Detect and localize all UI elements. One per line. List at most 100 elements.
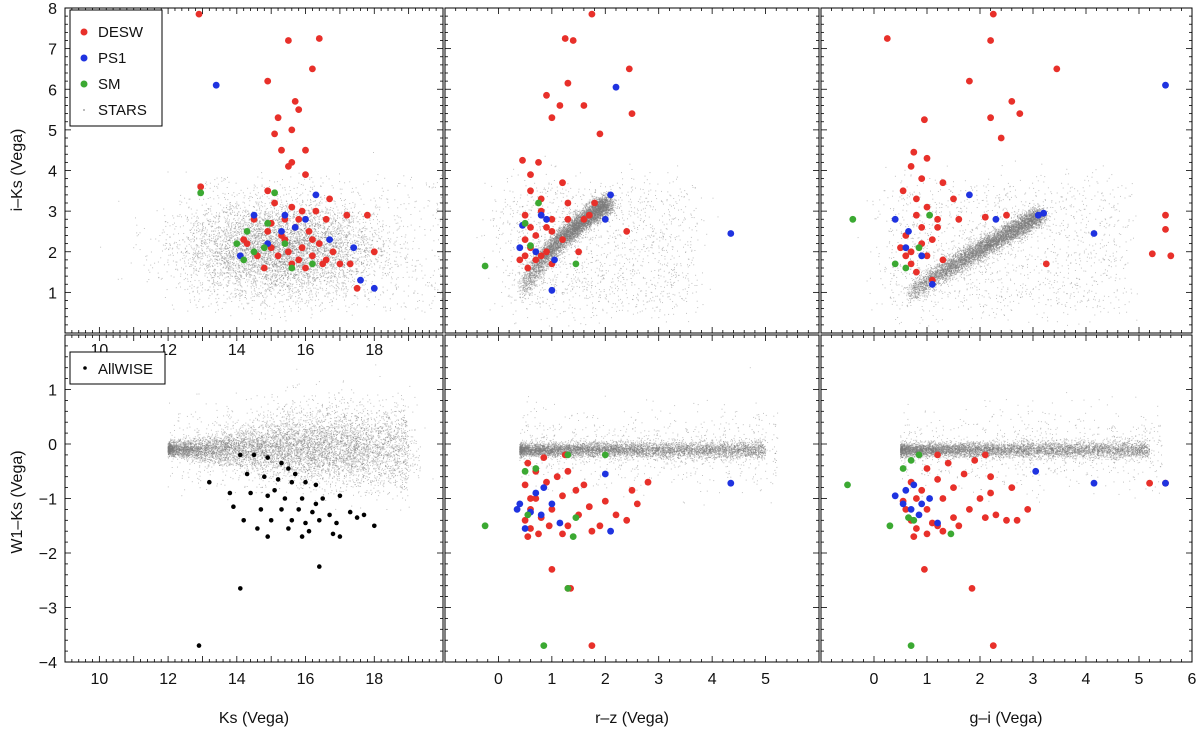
star-point bbox=[283, 253, 285, 255]
star-point bbox=[234, 228, 236, 230]
star-point bbox=[274, 251, 276, 253]
star-point bbox=[337, 253, 339, 255]
star-point bbox=[292, 245, 294, 247]
star-point bbox=[248, 215, 250, 217]
star-point bbox=[180, 194, 182, 196]
star-point bbox=[300, 194, 302, 196]
star-point bbox=[249, 241, 251, 243]
star-point bbox=[247, 238, 249, 240]
star-point bbox=[325, 236, 327, 238]
star-point bbox=[335, 242, 337, 244]
star-point bbox=[312, 233, 314, 235]
star-point bbox=[303, 276, 305, 278]
star-point bbox=[383, 241, 384, 243]
star-point bbox=[292, 233, 294, 235]
star-point bbox=[257, 248, 259, 250]
star-point bbox=[412, 270, 414, 272]
star-point bbox=[242, 250, 244, 251]
star-point bbox=[291, 217, 293, 219]
star-point bbox=[381, 251, 383, 253]
star-point bbox=[277, 243, 279, 245]
star-point bbox=[334, 203, 336, 205]
star-point bbox=[272, 283, 274, 285]
star-point bbox=[342, 220, 344, 222]
star-point bbox=[298, 244, 300, 246]
star-point bbox=[287, 268, 289, 270]
star-point bbox=[247, 254, 249, 256]
star-point bbox=[275, 269, 276, 271]
star-point bbox=[259, 231, 261, 233]
star-point bbox=[287, 276, 289, 278]
star-point bbox=[325, 271, 327, 273]
star-point bbox=[236, 289, 238, 291]
star-point bbox=[299, 265, 301, 267]
star-point bbox=[320, 246, 322, 248]
star-point bbox=[197, 184, 198, 186]
star-point bbox=[309, 219, 311, 221]
star-point bbox=[298, 244, 300, 246]
star-point bbox=[310, 307, 312, 309]
star-point bbox=[172, 260, 174, 262]
star-point bbox=[325, 250, 327, 252]
star-point bbox=[378, 299, 380, 301]
star-point bbox=[266, 234, 268, 236]
star-point bbox=[263, 237, 265, 239]
star-point bbox=[306, 237, 308, 239]
star-point bbox=[198, 257, 200, 259]
star-point bbox=[234, 283, 236, 285]
star-point bbox=[236, 222, 238, 224]
star-point bbox=[271, 283, 273, 284]
star-point bbox=[233, 245, 235, 247]
star-point bbox=[259, 196, 261, 198]
star-point bbox=[302, 229, 304, 231]
star-point bbox=[243, 250, 245, 252]
star-point bbox=[291, 284, 293, 286]
star-point bbox=[270, 254, 272, 256]
star-point bbox=[230, 237, 232, 239]
star-point bbox=[320, 185, 322, 187]
star-point bbox=[282, 253, 284, 255]
star-point bbox=[222, 272, 224, 274]
star-point bbox=[167, 222, 169, 224]
star-point bbox=[321, 251, 322, 253]
star-point bbox=[358, 244, 359, 246]
star-point bbox=[345, 236, 347, 237]
star-point bbox=[236, 272, 237, 274]
star-point bbox=[272, 276, 273, 277]
star-point bbox=[360, 231, 362, 233]
star-point bbox=[237, 277, 239, 279]
star-point bbox=[261, 228, 263, 230]
star-point bbox=[307, 253, 308, 254]
star-point bbox=[342, 215, 344, 217]
star-point bbox=[252, 243, 254, 245]
star-point bbox=[291, 251, 293, 252]
star-point bbox=[284, 228, 286, 230]
star-point bbox=[329, 264, 331, 266]
star-point bbox=[282, 266, 284, 268]
star-point bbox=[304, 242, 306, 244]
star-point bbox=[206, 256, 208, 258]
star-point bbox=[257, 265, 259, 267]
star-point bbox=[295, 267, 297, 269]
star-point bbox=[270, 205, 272, 207]
star-point bbox=[252, 284, 254, 286]
star-point bbox=[307, 257, 309, 259]
star-point bbox=[313, 217, 314, 218]
star-point bbox=[322, 223, 324, 225]
star-point bbox=[283, 251, 285, 252]
star-point bbox=[248, 216, 249, 217]
star-point bbox=[227, 255, 229, 257]
star-point bbox=[345, 253, 347, 255]
star-point bbox=[283, 266, 285, 268]
star-point bbox=[212, 266, 214, 267]
star-point bbox=[347, 242, 349, 244]
star-point bbox=[233, 207, 235, 209]
star-point bbox=[342, 244, 344, 246]
star-point bbox=[274, 275, 276, 277]
star-point bbox=[272, 275, 274, 277]
star-point bbox=[247, 259, 249, 261]
star-point bbox=[299, 252, 301, 254]
star-point bbox=[325, 293, 327, 295]
star-point bbox=[287, 278, 289, 280]
star-point bbox=[286, 231, 288, 233]
